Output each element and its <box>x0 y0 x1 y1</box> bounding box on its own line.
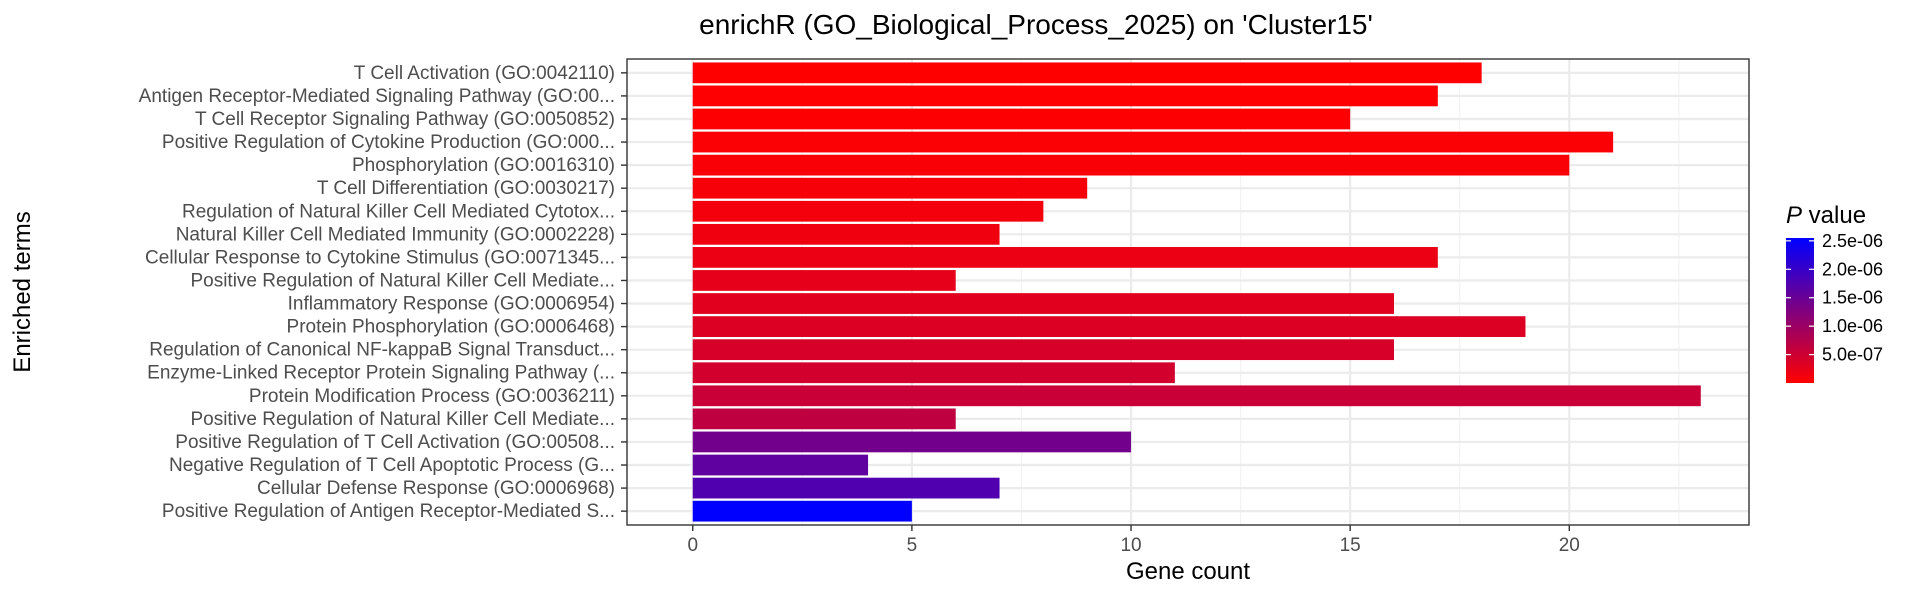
bar <box>692 362 1175 384</box>
y-tick-label: Inflammatory Response (GO:0006954) <box>288 294 615 315</box>
y-tick-labels: T Cell Activation (GO:0042110)Antigen Re… <box>139 63 627 522</box>
bar <box>692 247 1438 268</box>
y-tick-label: Positive Regulation of Antigen Receptor-… <box>162 501 615 522</box>
y-tick-label: Positive Regulation of Natural Killer Ce… <box>190 409 615 430</box>
x-tick-label: 15 <box>1340 535 1361 556</box>
bar <box>692 339 1394 361</box>
x-tick-label: 5 <box>907 535 918 556</box>
bar <box>692 108 1351 130</box>
x-tick-labels: 0 5 10 15 20 <box>687 525 1580 556</box>
bar-layer <box>692 62 1701 522</box>
y-tick-label: Regulation of Natural Killer Cell Mediat… <box>182 201 615 222</box>
bar <box>692 431 1132 453</box>
bar <box>692 177 1088 199</box>
bar <box>692 131 1614 153</box>
y-tick-label: Natural Killer Cell Mediated Immunity (G… <box>176 224 615 245</box>
legend: P value 2.5e-06 2.0e-06 1.5e-06 1.0e-06 5.0e… <box>1786 202 1883 383</box>
y-tick-label: Positive Regulation of T Cell Activation… <box>175 432 615 453</box>
y-tick-label: Cellular Response to Cytokine Stimulus (… <box>145 247 615 268</box>
bar <box>692 200 1044 222</box>
legend-title: P value <box>1786 202 1866 229</box>
legend-title-italic: P <box>1786 202 1802 229</box>
y-axis-label: Enriched terms <box>9 211 36 372</box>
x-tick-label: 20 <box>1559 535 1580 556</box>
y-tick-label: Enzyme-Linked Receptor Protein Signaling… <box>147 363 615 384</box>
x-tick-label: 0 <box>687 535 698 556</box>
bar <box>692 500 912 522</box>
bar <box>692 293 1394 314</box>
plot-border <box>626 58 1750 526</box>
y-tick-label: T Cell Activation (GO:0042110) <box>354 63 615 84</box>
bar <box>692 85 1438 107</box>
legend-ticks: 2.5e-06 2.0e-06 1.5e-06 1.0e-06 5.0e-07 <box>1786 231 1883 365</box>
legend-colorbar <box>1786 238 1814 383</box>
y-tick-label: Regulation of Canonical NF-kappaB Signal… <box>149 340 615 361</box>
bar <box>692 477 1000 499</box>
y-tick-label: Protein Modification Process (GO:0036211… <box>249 386 615 407</box>
bar <box>692 62 1482 84</box>
legend-tick-label: 1.0e-06 <box>1822 316 1883 336</box>
chart-title: enrichR (GO_Biological_Process_2025) on … <box>699 9 1373 40</box>
legend-title-rest: value <box>1802 202 1866 229</box>
y-tick-label: Positive Regulation of Cytokine Producti… <box>162 132 615 153</box>
legend-tick-label: 2.5e-06 <box>1822 231 1883 251</box>
y-tick-label: T Cell Receptor Signaling Pathway (GO:00… <box>195 109 615 130</box>
bar <box>692 223 1000 245</box>
y-tick-label: Phosphorylation (GO:0016310) <box>352 155 615 176</box>
bar <box>692 154 1570 176</box>
bar <box>692 316 1526 337</box>
y-tick-label: Antigen Receptor-Mediated Signaling Path… <box>139 86 615 107</box>
y-tick-label: Negative Regulation of T Cell Apoptotic … <box>169 455 615 476</box>
bar <box>692 454 869 476</box>
y-tick-label: Protein Phosphorylation (GO:0006468) <box>287 317 615 338</box>
bar <box>692 408 956 430</box>
legend-tick-label: 5.0e-07 <box>1822 345 1883 365</box>
y-tick-label: T Cell Differentiation (GO:0030217) <box>317 178 615 199</box>
legend-tick-label: 2.0e-06 <box>1822 259 1883 279</box>
bar <box>692 270 956 291</box>
legend-tick-label: 1.5e-06 <box>1822 288 1883 308</box>
y-tick-label: Positive Regulation of Natural Killer Ce… <box>190 270 615 291</box>
x-tick-label: 10 <box>1120 535 1141 556</box>
bar <box>692 385 1701 407</box>
y-tick-label: Cellular Defense Response (GO:0006968) <box>257 478 615 499</box>
x-axis-label: Gene count <box>1126 558 1250 585</box>
